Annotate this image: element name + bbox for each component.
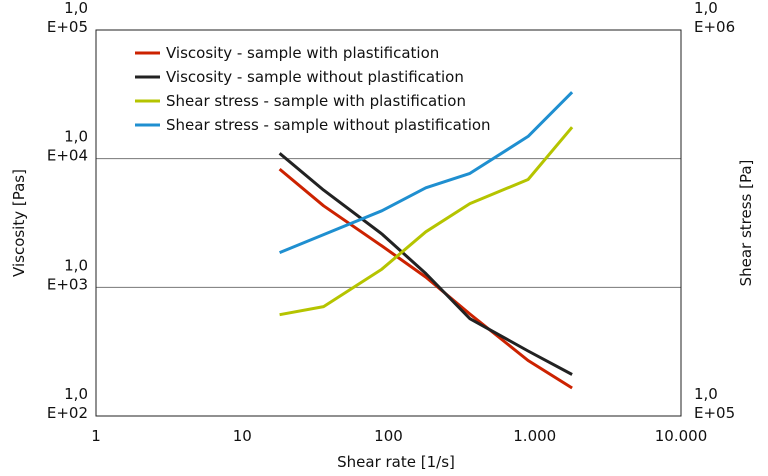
x-tick-label-0: 1 (91, 427, 101, 445)
legend: Viscosity - sample with plastification Vi… (135, 44, 491, 134)
series-line-3 (279, 91, 574, 254)
y2-axis-label: Shear stress [Pa] (737, 160, 755, 287)
series-line-1 (278, 152, 573, 376)
x-tick-label-2: 100 (374, 427, 403, 445)
plot-area-frame (95, 29, 682, 417)
series-lines (278, 91, 574, 390)
legend-label-2: Shear stress - sample with plastificatio… (166, 92, 466, 110)
y-tick-label-2: 1,0 E+04 (47, 128, 88, 165)
y-tick-label-1: 1,0 E+03 (47, 256, 88, 293)
x-tick-label-4: 10.000 (655, 427, 708, 445)
legend-label-3: Shear stress - sample without plastifica… (166, 116, 491, 134)
grid-lines (96, 158, 681, 288)
x-axis-label: Shear rate [1/s] (337, 453, 455, 471)
y-tick-label-0: 1,0 E+02 (47, 385, 88, 422)
y2-tick-label-0: 1,0 E+05 (694, 385, 735, 422)
y-axis-ticks: 1,0 E+02 1,0 E+03 1,0 E+04 1,0 E+05 (47, 0, 88, 422)
x-tick-label-1: 10 (233, 427, 252, 445)
x-tick-label-3: 1.000 (513, 427, 556, 445)
y2-axis-ticks: 1,0 E+05 1,0 E+06 (694, 0, 735, 422)
legend-label-0: Viscosity - sample with plastification (166, 44, 439, 62)
x-axis-ticks: 1 10 100 1.000 10.000 (91, 427, 707, 445)
series-line-0 (278, 167, 573, 390)
y-axis-label: Viscosity [Pas] (10, 169, 28, 277)
legend-label-1: Viscosity - sample without plastificatio… (166, 68, 464, 86)
y2-tick-label-1: 1,0 E+06 (694, 0, 735, 36)
y-tick-label-3: 1,0 E+05 (47, 0, 88, 36)
series-line-2 (279, 126, 574, 317)
